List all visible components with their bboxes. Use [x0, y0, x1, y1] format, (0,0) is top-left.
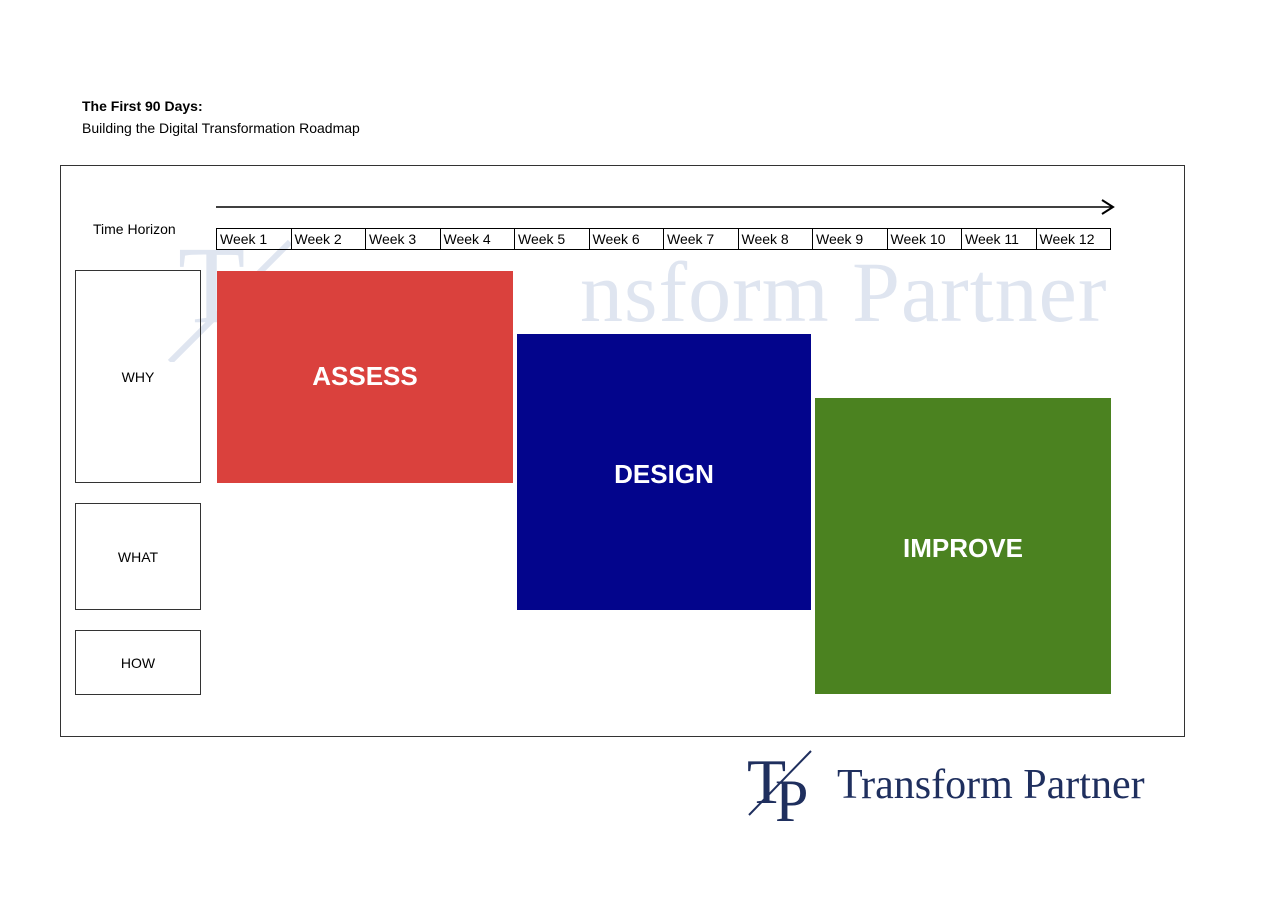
- week-header: Week 1 Week 2 Week 3 Week 4 Week 5 Week 6 Week…: [216, 228, 1111, 250]
- phase-assess: ASSESS: [217, 271, 513, 483]
- time-horizon-label: Time Horizon: [93, 221, 176, 237]
- week-cell: Week 11: [962, 229, 1037, 249]
- week-cell: Week 10: [888, 229, 962, 249]
- week-cell: Week 9: [813, 229, 888, 249]
- phase-improve: IMPROVE: [815, 398, 1111, 694]
- svg-text:T: T: [747, 746, 786, 817]
- phase-assess-label: ASSESS: [312, 360, 418, 391]
- roadmap-frame: [60, 165, 1185, 737]
- phase-improve-label: IMPROVE: [903, 532, 1023, 563]
- brand-logo: T P Transform Partner: [745, 745, 1195, 827]
- row-how-label: HOW: [120, 654, 156, 671]
- row-what: WHAT: [75, 503, 201, 610]
- phase-design-label: DESIGN: [614, 458, 714, 489]
- time-arrow: [216, 199, 1115, 215]
- week-cell: Week 8: [739, 229, 813, 249]
- page-subtitle: Building the Digital Transformation Road…: [82, 120, 360, 136]
- week-cell: Week 7: [664, 229, 739, 249]
- svg-text:P: P: [775, 768, 808, 827]
- monogram-icon: T P: [747, 746, 812, 827]
- week-cell: Week 2: [292, 229, 366, 249]
- week-cell: Week 6: [590, 229, 664, 249]
- week-cell: Week 4: [441, 229, 515, 249]
- week-cell: Week 1: [217, 229, 292, 249]
- brand-name: Transform Partner: [837, 762, 1145, 808]
- row-why-label: WHY: [121, 368, 155, 385]
- week-cell: Week 5: [515, 229, 590, 249]
- row-what-label: WHAT: [117, 548, 159, 565]
- page-title: The First 90 Days:: [82, 98, 203, 114]
- row-why: WHY: [75, 270, 201, 483]
- row-how: HOW: [75, 630, 201, 695]
- week-cell: Week 12: [1039, 231, 1095, 247]
- week-cell: Week 3: [366, 229, 441, 249]
- phase-design: DESIGN: [517, 334, 811, 610]
